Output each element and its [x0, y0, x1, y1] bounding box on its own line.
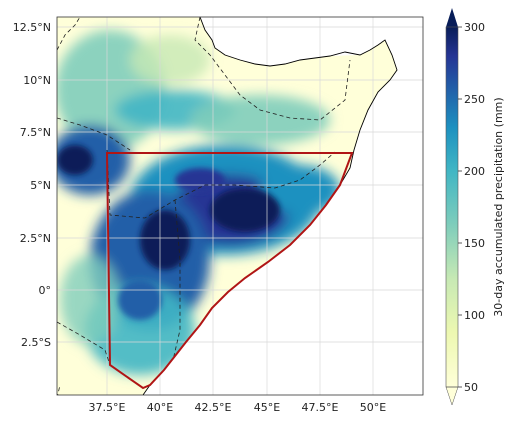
colorbar-tick: 200 [464, 165, 485, 178]
country-borders [57, 17, 351, 395]
lat-tick: 2.5°S [21, 336, 51, 349]
lon-tick: 42.5°E [195, 401, 232, 414]
colorbar: 300 250 200 150 100 50 30-day accumulate… [445, 8, 505, 406]
lon-tick: 50°E [360, 401, 386, 414]
colorbar-tick: 250 [464, 93, 485, 106]
colorbar-top-arrow [446, 8, 458, 27]
region-outline [105, 152, 354, 390]
colorbar-bottom-arrow [445, 386, 459, 406]
ocean-mask [143, 17, 423, 395]
lat-tick: 7.5°N [20, 126, 51, 139]
lon-ticks: 37.5°E 40°E 42.5°E 45°E 47.5°E 50°E [89, 401, 387, 414]
lat-tick: 10°N [23, 74, 51, 87]
lat-tick: 12.5°N [13, 21, 51, 34]
lon-tick: 45°E [254, 401, 280, 414]
colorbar-tick: 150 [464, 237, 485, 250]
lon-tick: 47.5°E [302, 401, 339, 414]
colorbar-tick: 100 [464, 309, 485, 322]
lat-ticks: 12.5°N 10°N 7.5°N 5°N 2.5°N 0° 2.5°S [13, 21, 51, 349]
colorbar-tick: 50 [464, 381, 478, 394]
lat-tick: 0° [39, 284, 52, 297]
colorbar-tick: 300 [464, 21, 485, 34]
colorbar-label: 30-day accumulated precipitation (mm) [492, 97, 505, 316]
lat-tick: 5°N [30, 179, 51, 192]
lat-tick: 2.5°N [20, 232, 51, 245]
colorbar-fill [446, 27, 458, 387]
map-area [57, 17, 423, 395]
lon-tick: 40°E [147, 401, 173, 414]
lon-tick: 37.5°E [89, 401, 126, 414]
map-frame [56, 16, 424, 396]
